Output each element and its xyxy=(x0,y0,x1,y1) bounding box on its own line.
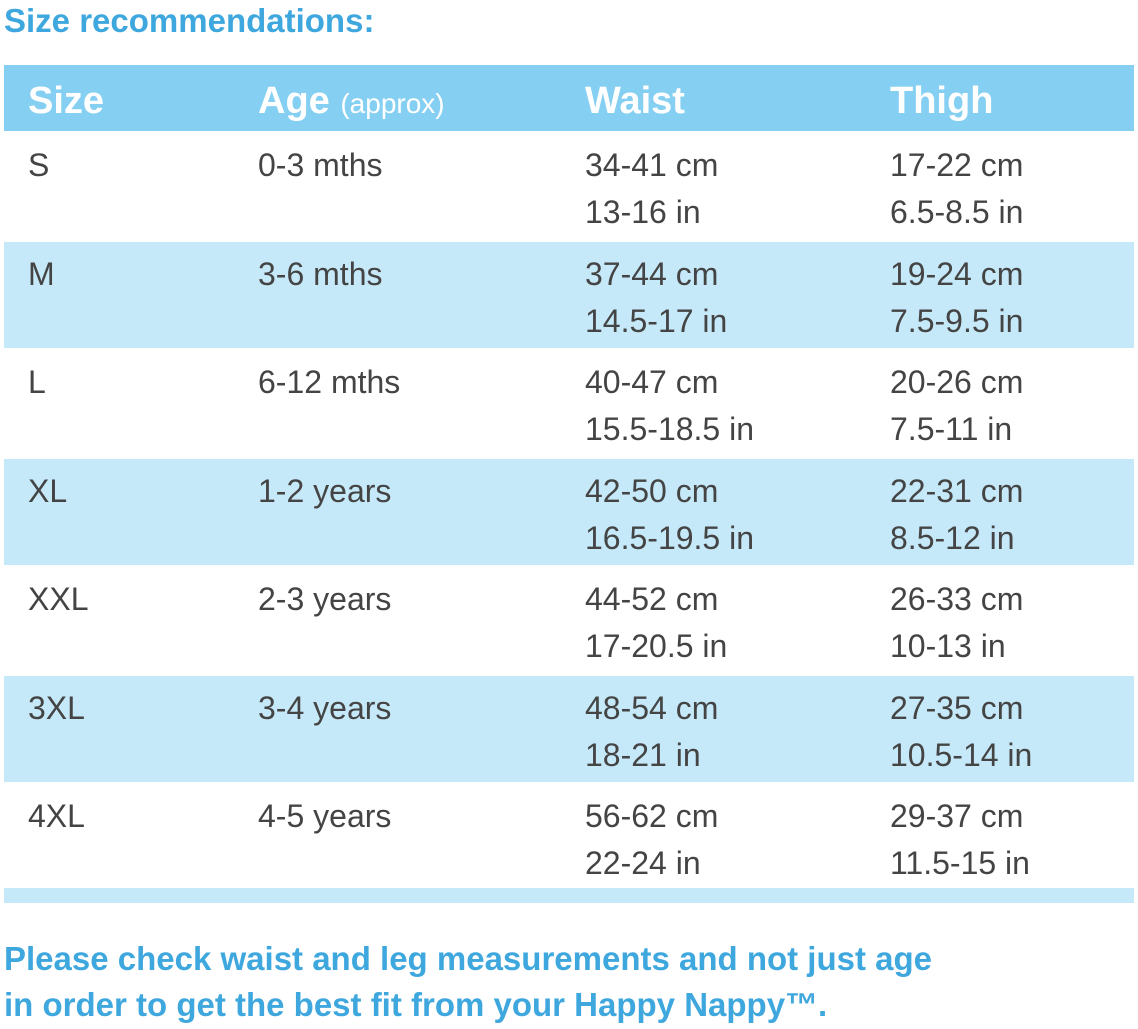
waist-in: 17-20.5 in xyxy=(585,628,728,664)
age-cell: 6-12 mths xyxy=(258,364,401,400)
row-band xyxy=(4,241,1134,348)
thigh-in: 6.5-8.5 in xyxy=(890,194,1024,230)
header-size: Size xyxy=(28,80,105,122)
age-cell: 3-6 mths xyxy=(258,255,383,292)
bottom-band xyxy=(4,888,1134,903)
thigh-cm: 22-31 cm xyxy=(890,472,1024,509)
footer-line: Please check waist and leg measurements … xyxy=(4,940,933,977)
waist-cm: 42-50 cm xyxy=(585,472,719,509)
age-cell: 2-3 years xyxy=(258,581,392,617)
waist-cm: 34-41 cm xyxy=(585,147,719,183)
waist-cm: 37-44 cm xyxy=(585,255,719,292)
thigh-cm: 27-35 cm xyxy=(890,689,1024,726)
thigh-in: 7.5-11 in xyxy=(890,411,1013,447)
thigh-cm: 26-33 cm xyxy=(890,581,1024,617)
age-cell: 1-2 years xyxy=(258,472,392,509)
size-cell: S xyxy=(28,147,50,183)
thigh-in: 7.5-9.5 in xyxy=(890,302,1024,339)
row-band xyxy=(4,675,1134,782)
waist-in: 16.5-19.5 in xyxy=(585,519,755,556)
waist-in: 13-16 in xyxy=(585,194,701,230)
waist-cm: 48-54 cm xyxy=(585,689,719,726)
size-cell: XXL xyxy=(28,581,89,617)
thigh-in: 8.5-12 in xyxy=(890,519,1015,556)
waist-in: 18-21 in xyxy=(585,736,701,773)
header-thigh: Thigh xyxy=(890,80,994,122)
waist-in: 22-24 in xyxy=(585,845,701,881)
thigh-cm: 17-22 cm xyxy=(890,147,1024,183)
thigh-cm: 19-24 cm xyxy=(890,255,1024,292)
size-cell: 3XL xyxy=(28,689,85,726)
thigh-in: 10-13 in xyxy=(890,628,1006,664)
waist-cm: 40-47 cm xyxy=(585,364,719,400)
footer-line: in order to get the best fit from your H… xyxy=(4,986,828,1023)
age-cell: 0-3 mths xyxy=(258,147,383,183)
size-cell: 4XL xyxy=(28,798,85,834)
size-cell: L xyxy=(28,364,46,400)
thigh-cm: 29-37 cm xyxy=(890,798,1024,834)
age-cell: 4-5 years xyxy=(258,798,392,834)
age-cell: 3-4 years xyxy=(258,689,392,726)
row-band xyxy=(4,458,1134,565)
waist-in: 14.5-17 in xyxy=(585,302,728,339)
thigh-in: 11.5-15 in xyxy=(890,845,1030,881)
header-age-label: Age xyxy=(258,80,330,122)
waist-cm: 56-62 cm xyxy=(585,798,719,834)
size-cell: XL xyxy=(28,472,68,509)
header-band xyxy=(4,65,1134,131)
thigh-in: 10.5-14 in xyxy=(890,736,1033,773)
waist-cm: 44-52 cm xyxy=(585,581,719,617)
header-age: Age (approx) xyxy=(258,82,445,120)
header-age-note: (approx) xyxy=(340,88,445,119)
size-cell: M xyxy=(28,255,55,292)
header-waist: Waist xyxy=(585,80,685,122)
waist-in: 15.5-18.5 in xyxy=(585,411,755,447)
title: Size recommendations: xyxy=(4,2,375,39)
thigh-cm: 20-26 cm xyxy=(890,364,1024,400)
